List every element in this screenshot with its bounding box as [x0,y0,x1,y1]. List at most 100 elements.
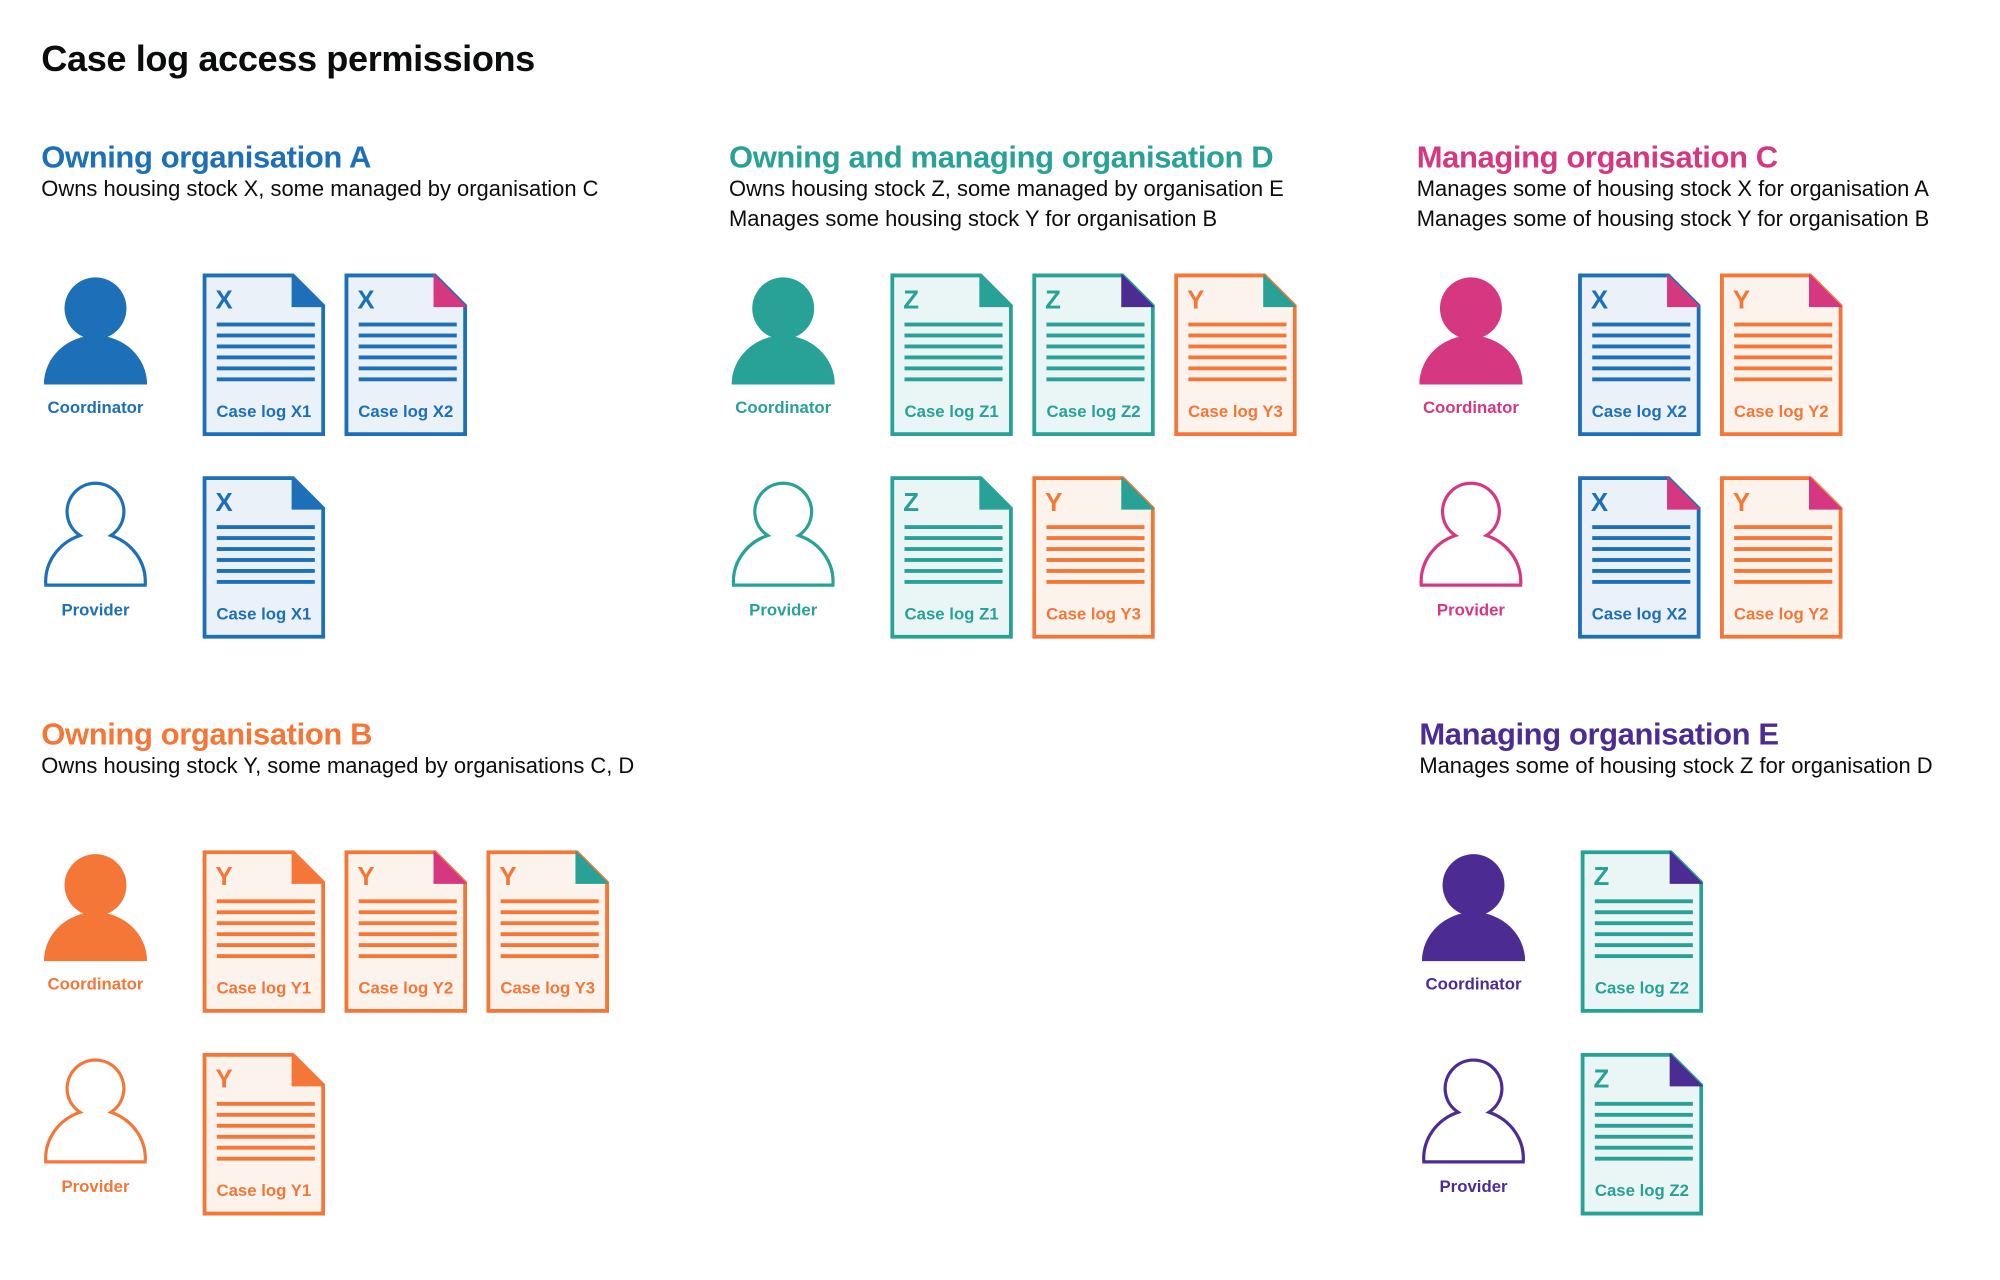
case-log-document[interactable]: Z Case log Z2 [1580,1052,1704,1222]
corner-fold [1263,273,1297,308]
corner-fold [979,273,1013,308]
org-description: Manages some of housing stock X for orga… [1417,174,1930,233]
corner-fold [1669,1052,1704,1087]
case-log-document[interactable]: X Case log X2 [344,273,468,443]
role-label: Coordinator [47,397,144,417]
case-log-label: Case log Y2 [1734,604,1829,623]
role-label: Coordinator [1425,974,1522,994]
case-log-label: Case log Y1 [216,979,311,998]
role-label: Provider [1439,1176,1508,1197]
document-icon: X Case log X1 [202,273,326,437]
provider-person: Provider [1417,476,1525,639]
org-heading: Owning organisation A [41,140,371,176]
document-icon: Y Case log Y1 [202,1052,326,1216]
stock-letter: Y [499,863,516,891]
case-log-document[interactable]: Z Case log Z1 [890,476,1013,645]
corner-fold [1667,476,1701,510]
description-line: Manages some of housing stock Z for orga… [1419,753,1933,779]
coordinator-row: Coordinator Y Case log Y1 Y Case log Y2 Y Case… [41,850,686,1018]
case-log-document[interactable]: Z Case log Z1 [890,273,1013,443]
stock-letter: Y [1733,286,1750,314]
case-log-document[interactable]: Y Case log Y3 [1032,476,1155,645]
description-line: Manages some of housing stock Y for orga… [1416,206,1930,231]
person-filled-icon [43,277,148,385]
case-log-label: Case log Y3 [1188,402,1283,421]
document-icon: X Case log X2 [1578,273,1701,437]
org-heading: Managing organisation E [1419,717,1779,753]
person-filled-icon [43,854,148,962]
stock-letter: X [1591,286,1608,314]
corner-fold [1809,476,1843,510]
case-log-document[interactable]: Y Case log Y3 [486,850,610,1019]
description-line: Owns housing stock Y, some managed by or… [41,753,635,779]
case-log-document[interactable]: Z Case log Z2 [1032,273,1155,443]
coordinator-row: Coordinator Z Case log Z2 [1419,850,2000,1018]
document-icon: Y Case log Y1 [202,850,326,1013]
role-label: Coordinator [1422,397,1519,417]
case-log-document[interactable]: Y Case log Y2 [344,850,468,1019]
role-label: Coordinator [735,397,832,417]
case-log-document[interactable]: X Case log X2 [1578,476,1701,645]
case-log-document[interactable]: X Case log X1 [202,273,326,443]
case-log-label: Case log Z1 [905,604,999,623]
case-log-document[interactable]: X Case log X1 [202,476,326,645]
org-description: Owns housing stock X, some managed by or… [41,174,598,204]
stock-letter: Z [903,489,919,517]
description-line: Manages some of housing stock X for orga… [1416,176,1929,202]
corner-fold [1669,850,1704,884]
role-label: Provider [1436,599,1505,620]
case-log-document[interactable]: Z Case log Z2 [1580,850,1704,1019]
case-log-document[interactable]: Y Case log Y3 [1174,273,1297,443]
description-line: Owns housing stock Z, some managed by or… [729,176,1284,202]
case-log-label: Case log Y2 [1734,402,1829,421]
person-outline-icon [1422,1058,1525,1164]
org-section: Owning organisation B Owns housing stock … [41,717,686,1236]
stock-letter: Y [215,863,232,891]
org-description: Owns housing stock Y, some managed by or… [41,751,634,781]
provider-person: Provider [41,1053,149,1216]
stock-letter: X [357,286,374,314]
person-outline-icon [44,1058,147,1164]
org-description: Owns housing stock Z, some managed by or… [729,174,1284,233]
corner-fold [1121,273,1155,308]
stock-letter: Z [1594,1066,1610,1094]
person-outline-icon [731,481,835,587]
case-log-document[interactable]: Y Case log Y1 [202,850,326,1019]
case-log-document[interactable]: X Case log X2 [1578,273,1701,443]
coordinator-person: Coordinator [729,274,837,437]
stock-letter: X [215,286,232,314]
case-log-document[interactable]: Y Case log Y1 [202,1052,326,1222]
org-section: Owning organisation A Owns housing stock … [41,140,686,659]
coordinator-row: Coordinator X Case log X2 Y Case log Y2 [1417,273,2000,443]
provider-row: Provider Z Case log Z1 Y Case log Y3 [729,476,1374,644]
case-log-label: Case log X1 [216,402,311,421]
case-log-label: Case log X1 [216,604,311,623]
person-filled-icon [1421,854,1526,962]
case-log-document[interactable]: Y Case log Y2 [1719,273,1843,443]
coordinator-person: Coordinator [1417,274,1525,437]
case-log-label: Case log Z1 [905,402,999,421]
org-heading: Owning and managing organisation D [729,140,1274,176]
description-line: Manages some housing stock Y for organis… [729,206,1218,231]
corner-fold [979,476,1013,510]
role-label: Provider [61,599,130,620]
role-label: Provider [61,1176,130,1197]
case-log-label: Case log X2 [1592,604,1687,623]
stock-letter: Z [1045,286,1061,314]
case-log-label: Case log Y1 [216,1181,311,1200]
document-icon: Y Case log Y2 [1719,273,1843,437]
role-label: Coordinator [47,974,144,994]
org-description: Manages some of housing stock Z for orga… [1419,751,1932,781]
stock-letter: Y [1045,489,1062,517]
case-log-document[interactable]: Y Case log Y2 [1719,476,1843,645]
stock-letter: Z [1594,863,1610,891]
provider-row: Provider X Case log X2 Y Case log Y2 [1417,476,2000,644]
coordinator-person: Coordinator [1419,850,1527,1013]
person-outline-icon [1419,481,1523,587]
org-section: Managing organisation C Manages some of h… [1417,141,2000,659]
person-filled-icon [1419,277,1523,385]
document-icon: Y Case log Y3 [1174,273,1297,437]
provider-row: Provider X Case log X1 [41,476,686,644]
provider-row: Provider Y Case log Y1 [41,1052,686,1222]
